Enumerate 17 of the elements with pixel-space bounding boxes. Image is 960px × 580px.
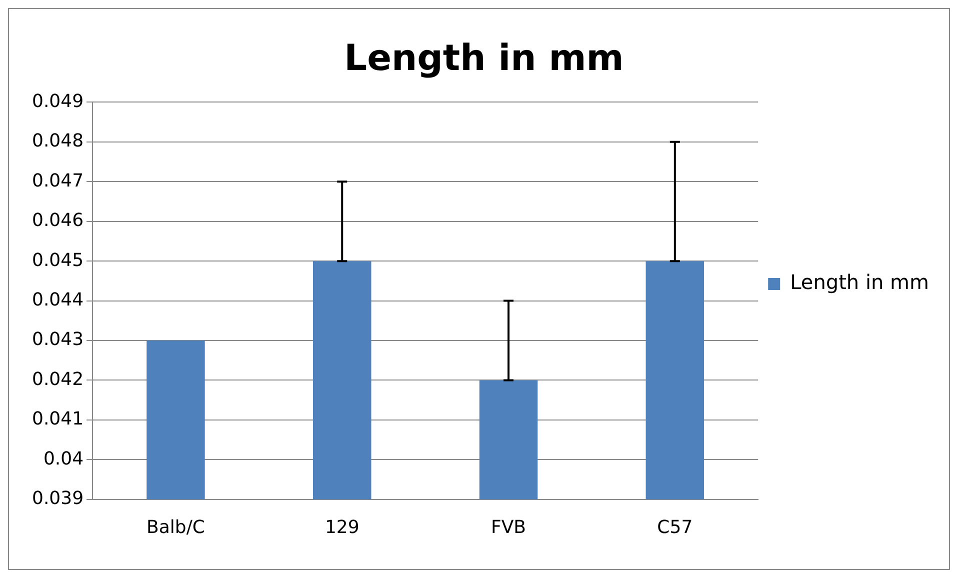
y-tick-label: 0.042: [32, 368, 84, 390]
y-tick-label: 0.048: [32, 130, 84, 152]
y-tick-label: 0.041: [32, 408, 84, 430]
y-tick-label: 0.044: [32, 289, 84, 310]
x-tick-label: C57: [657, 516, 693, 538]
x-tick-label: Balb/C: [146, 516, 205, 538]
y-tick-label: 0.043: [32, 329, 84, 350]
y-tick-label: 0.045: [32, 250, 84, 271]
y-tick-label: 0.039: [32, 488, 84, 510]
y-tick-label: 0.049: [32, 90, 84, 112]
chart-title: Length in mm: [344, 38, 624, 79]
y-tick-label: 0.047: [32, 170, 84, 192]
y-tick-label: 0.04: [43, 448, 84, 470]
legend-label: Length in mm: [790, 270, 930, 294]
x-tick-label: 129: [324, 516, 360, 538]
y-tick-label: 0.046: [32, 210, 84, 232]
x-tick-label: FVB: [491, 516, 526, 538]
